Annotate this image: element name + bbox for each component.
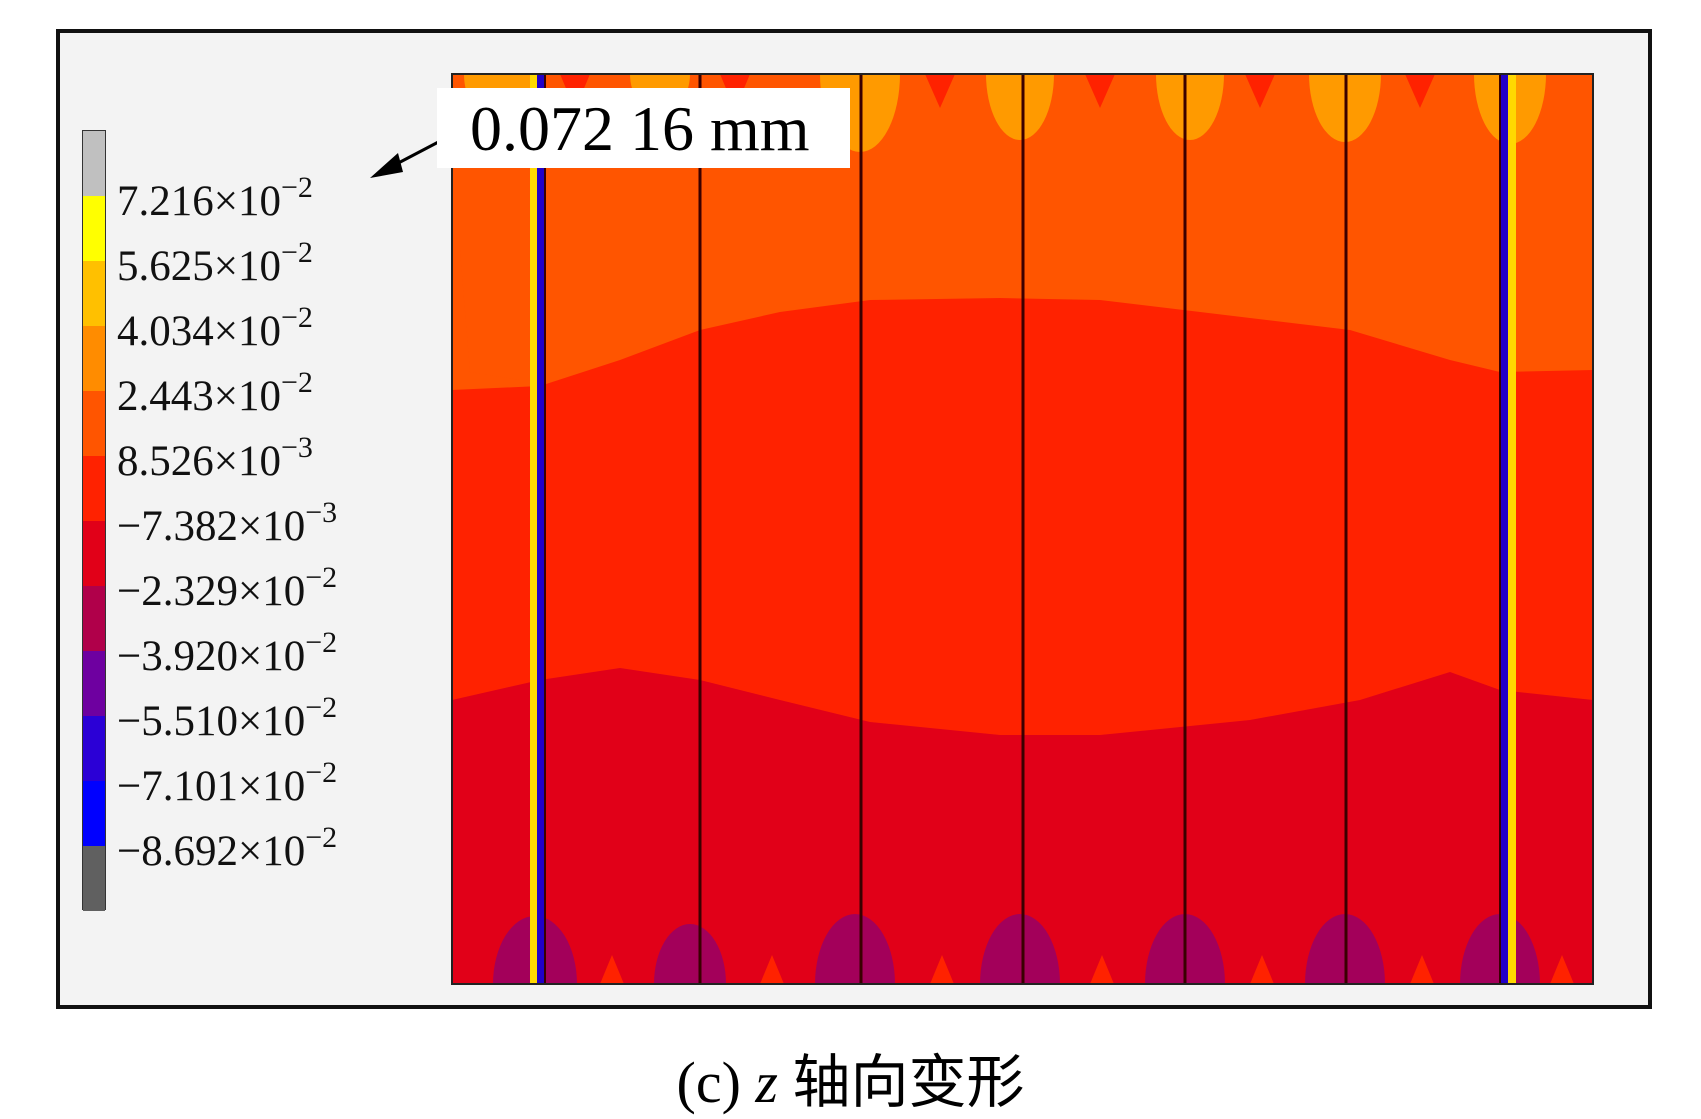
legend-segment xyxy=(83,781,105,846)
legend-segment xyxy=(83,456,105,521)
legend-label: −3.920×10−2 xyxy=(117,626,338,680)
legend-label: 5.625×10−2 xyxy=(117,236,313,290)
legend-segment xyxy=(83,586,105,651)
plot-border xyxy=(451,73,1594,985)
legend-label: 4.034×10−2 xyxy=(117,301,313,355)
legend-label: −8.692×10−2 xyxy=(117,821,338,875)
legend-segment xyxy=(83,326,105,391)
legend-segment xyxy=(83,846,105,911)
legend-label: −7.101×10−2 xyxy=(117,756,338,810)
legend-label: −7.382×10−3 xyxy=(117,496,338,550)
caption-text: 轴向变形 xyxy=(792,1050,1025,1115)
legend-segment xyxy=(83,261,105,326)
legend-label: 2.443×10−2 xyxy=(117,366,313,420)
legend-label: −2.329×10−2 xyxy=(117,561,338,615)
legend-segment xyxy=(83,131,105,196)
legend-segment xyxy=(83,716,105,781)
legend-color-bar xyxy=(82,130,106,911)
legend-segment xyxy=(83,651,105,716)
bottom-small-spots xyxy=(600,955,1574,984)
max-deformation-callout: 0.072 16 mm xyxy=(470,93,810,164)
plate-separators xyxy=(698,74,1348,984)
callout-arrow xyxy=(370,136,447,178)
callout-box xyxy=(437,88,850,168)
legend-label: 7.216×10−2 xyxy=(117,171,313,225)
legend-segment xyxy=(83,521,105,586)
caption-prefix: (c) xyxy=(676,1050,741,1115)
left-strip xyxy=(530,74,546,984)
legend-segment xyxy=(83,391,105,456)
figure-caption: (c) z 轴向变形 xyxy=(0,1035,1701,1119)
caption-axis-var: z xyxy=(755,1050,778,1115)
legend-segment xyxy=(83,196,105,261)
right-strip xyxy=(1499,74,1516,984)
legend-label: −5.510×10−2 xyxy=(117,691,338,745)
legend-label: 8.526×10−3 xyxy=(117,431,313,485)
